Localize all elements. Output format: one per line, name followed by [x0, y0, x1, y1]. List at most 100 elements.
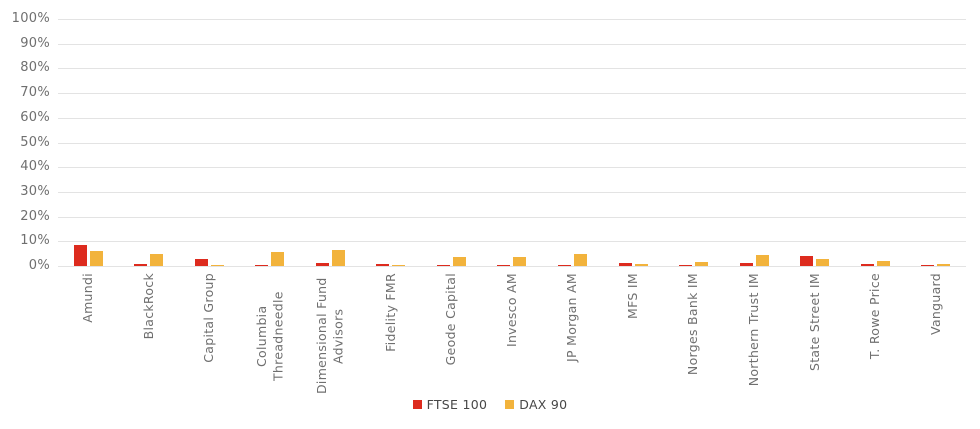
bar-ftse100-columbia-threadneedle: [255, 265, 269, 266]
bar-ftse100-mfs-im: [618, 263, 632, 266]
bar-group: [905, 19, 966, 266]
bar-dax90-blackrock: [150, 253, 164, 266]
plot-area: [58, 19, 966, 266]
bar-dax90-northern-trust-im: [755, 254, 769, 266]
y-tick-label: 30%: [20, 183, 50, 199]
bar-group: [603, 19, 664, 266]
x-category-slot: Norges Bank IM: [663, 273, 724, 401]
bar-ftse100-fidelity-fmr: [376, 264, 390, 266]
gridline: [58, 191, 966, 193]
x-category-label: Fidelity FMR: [382, 273, 398, 352]
x-category-label: Amundi: [80, 273, 96, 323]
bar-ftse100-geode-capital: [436, 265, 450, 266]
bar-ftse100-invesco-am: [497, 265, 511, 266]
y-tick-label: 80%: [20, 60, 50, 76]
legend-swatch-icon: [505, 400, 515, 409]
y-tick-label: 90%: [20, 35, 50, 51]
gridline: [58, 266, 966, 267]
x-category-slot: BlackRock: [119, 273, 180, 401]
bar-dax90-t-rowe-price: [876, 261, 890, 266]
bar-ftse100-t-rowe-price: [860, 264, 874, 266]
y-tick-label: 60%: [20, 109, 50, 125]
y-tick-label: 0%: [28, 258, 50, 273]
x-category-label: T. Rowe Price: [867, 273, 883, 360]
bar-group: [179, 19, 240, 266]
legend-label: DAX 90: [519, 397, 568, 412]
bar-group: [421, 19, 482, 266]
bar-dax90-capital-group: [210, 265, 224, 266]
bar-dax90-dimensional-fund-advisors: [331, 249, 345, 266]
gridline: [58, 241, 966, 243]
legend: FTSE 100 DAX 90: [0, 397, 980, 412]
legend-label: FTSE 100: [426, 397, 488, 412]
bar-group: [482, 19, 543, 266]
bar-group: [663, 19, 724, 266]
bar-dax90-mfs-im: [634, 264, 648, 266]
bar-ftse100-jp-morgan-am: [558, 265, 572, 266]
gridline: [58, 142, 966, 144]
bar-ftse100-vanguard: [921, 265, 935, 266]
y-tick-label: 100%: [11, 11, 50, 26]
x-category-slot: Fidelity FMR: [361, 273, 422, 401]
gridline: [58, 19, 966, 20]
bar-dax90-geode-capital: [452, 257, 466, 266]
bar-ftse100-dimensional-fund-advisors: [315, 262, 329, 266]
x-category-slot: JP Morgan AM: [542, 273, 603, 401]
x-category-label: MFS IM: [624, 273, 640, 319]
bar-ftse100-northern-trust-im: [739, 262, 753, 266]
x-category-slot: MFS IM: [603, 273, 664, 401]
gridline: [58, 117, 966, 119]
x-category-slot: Dimensional Fund Advisors: [300, 273, 361, 401]
bar-group: [724, 19, 785, 266]
gridline: [58, 93, 966, 95]
bar-dax90-norges-bank-im: [695, 261, 709, 266]
bar-dax90-columbia-threadneedle: [271, 252, 285, 266]
legend-item: FTSE 100: [412, 397, 488, 412]
gridline: [58, 68, 966, 70]
bar-dax90-state-street-im: [816, 258, 830, 266]
x-category-label: Capital Group: [201, 273, 217, 363]
bar-dax90-jp-morgan-am: [574, 253, 588, 266]
bar-group: [58, 19, 119, 266]
x-category-label: Dimensional Fund Advisors: [314, 277, 346, 395]
x-axis-labels: Amundi BlackRock Capital Group Columbia Thr…: [58, 273, 966, 401]
bar-dax90-amundi: [89, 251, 103, 266]
legend-item: DAX 90: [505, 397, 567, 412]
y-tick-label: 70%: [20, 85, 50, 101]
y-tick-label: 50%: [20, 134, 50, 150]
bar-group: [119, 19, 180, 266]
x-category-slot: State Street IM: [784, 273, 845, 401]
x-category-label: Columbia Threadneedle: [253, 291, 285, 381]
bar-dax90-vanguard: [937, 263, 951, 266]
x-category-label: BlackRock: [140, 273, 156, 340]
x-category-slot: Geode Capital: [421, 273, 482, 401]
x-category-label: State Street IM: [806, 273, 822, 371]
bar-group: [845, 19, 906, 266]
x-category-slot: Columbia Threadneedle: [240, 273, 301, 401]
gridline: [58, 216, 966, 218]
bar-ftse100-state-street-im: [800, 256, 814, 266]
x-category-label: Norges Bank IM: [685, 273, 701, 376]
x-category-slot: Amundi: [58, 273, 119, 401]
x-category-slot: Vanguard: [905, 273, 966, 401]
bar-group: [240, 19, 301, 266]
legend-swatch-icon: [412, 400, 422, 409]
x-category-label: JP Morgan AM: [564, 273, 580, 362]
bar-group: [300, 19, 361, 266]
y-tick-label: 20%: [20, 208, 50, 224]
x-category-label: Vanguard: [927, 273, 943, 335]
bar-dax90-fidelity-fmr: [392, 264, 406, 266]
bar-ftse100-amundi: [73, 245, 87, 266]
bar-dax90-invesco-am: [513, 256, 527, 266]
gridline: [58, 167, 966, 169]
x-category-label: Northern Trust IM: [745, 273, 761, 387]
bar-ftse100-blackrock: [134, 263, 148, 266]
y-tick-label: 10%: [20, 233, 50, 249]
bar-ftse100-capital-group: [194, 258, 208, 266]
x-category-slot: Northern Trust IM: [724, 273, 785, 401]
gridline: [58, 43, 966, 45]
bar-group: [784, 19, 845, 266]
bar-group: [542, 19, 603, 266]
x-category-slot: Invesco AM: [482, 273, 543, 401]
